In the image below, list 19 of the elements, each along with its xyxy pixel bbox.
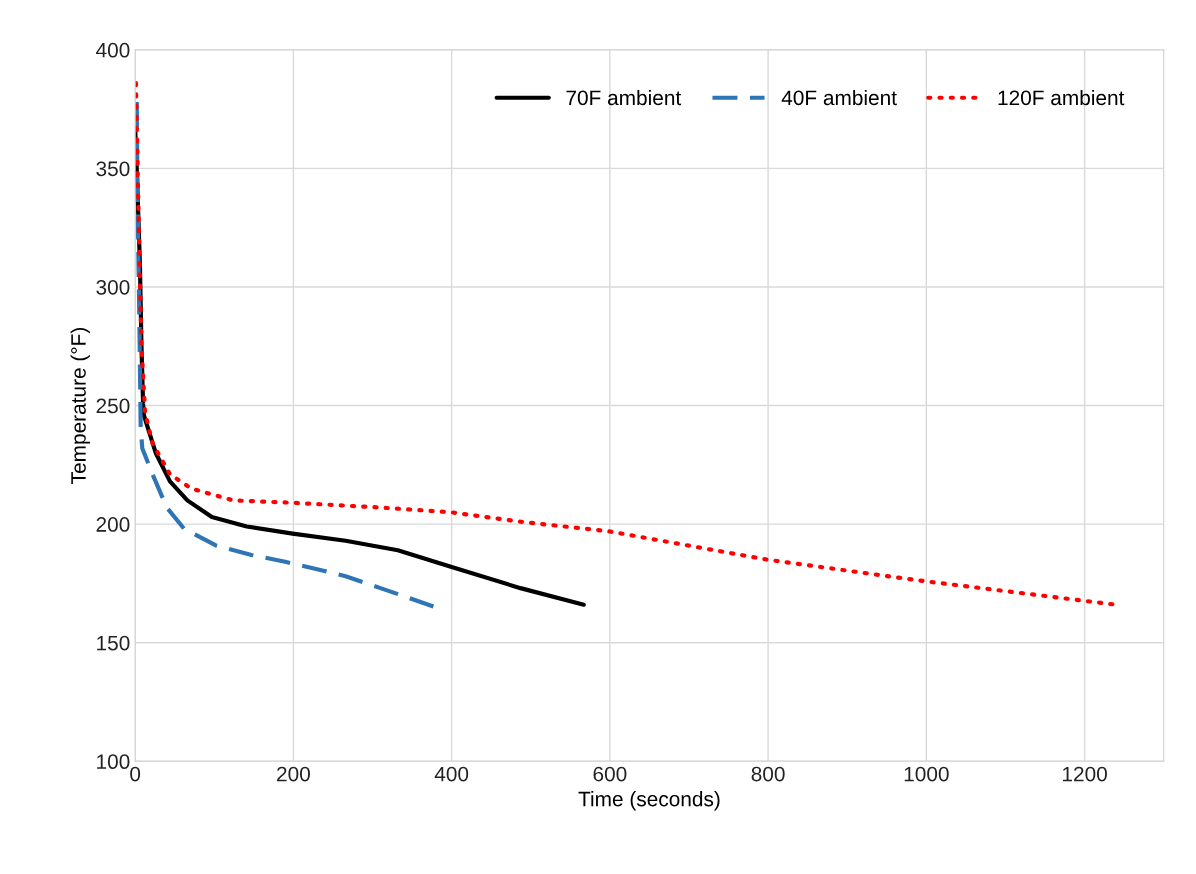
x-tick-label: 600 — [593, 766, 627, 782]
y-tick-label: 200 — [96, 517, 130, 532]
y-tick-label: 250 — [96, 398, 130, 414]
x-tick-label: 0 — [130, 766, 141, 782]
legend-label: 70F ambient — [566, 89, 682, 106]
x-tick-label: 800 — [751, 766, 785, 782]
y-tick-label: 100 — [97, 754, 130, 770]
y-axis-title: Temperature (°F) — [70, 327, 90, 484]
x-axis-title: Time (seconds) — [578, 791, 720, 811]
y-tick-label: 350 — [96, 161, 130, 177]
y-tick-label: 300 — [96, 279, 130, 295]
x-tick-label: 1200 — [1063, 766, 1107, 782]
legend-label: 40F ambient — [781, 89, 897, 106]
x-tick-label: 400 — [434, 766, 469, 782]
y-tick-label: 150 — [97, 635, 130, 651]
x-tick-label: 200 — [277, 766, 310, 782]
y-tick-label: 400 — [96, 42, 130, 58]
x-tick-label: 1000 — [904, 766, 949, 782]
legend-label: 120F ambient — [998, 89, 1125, 106]
